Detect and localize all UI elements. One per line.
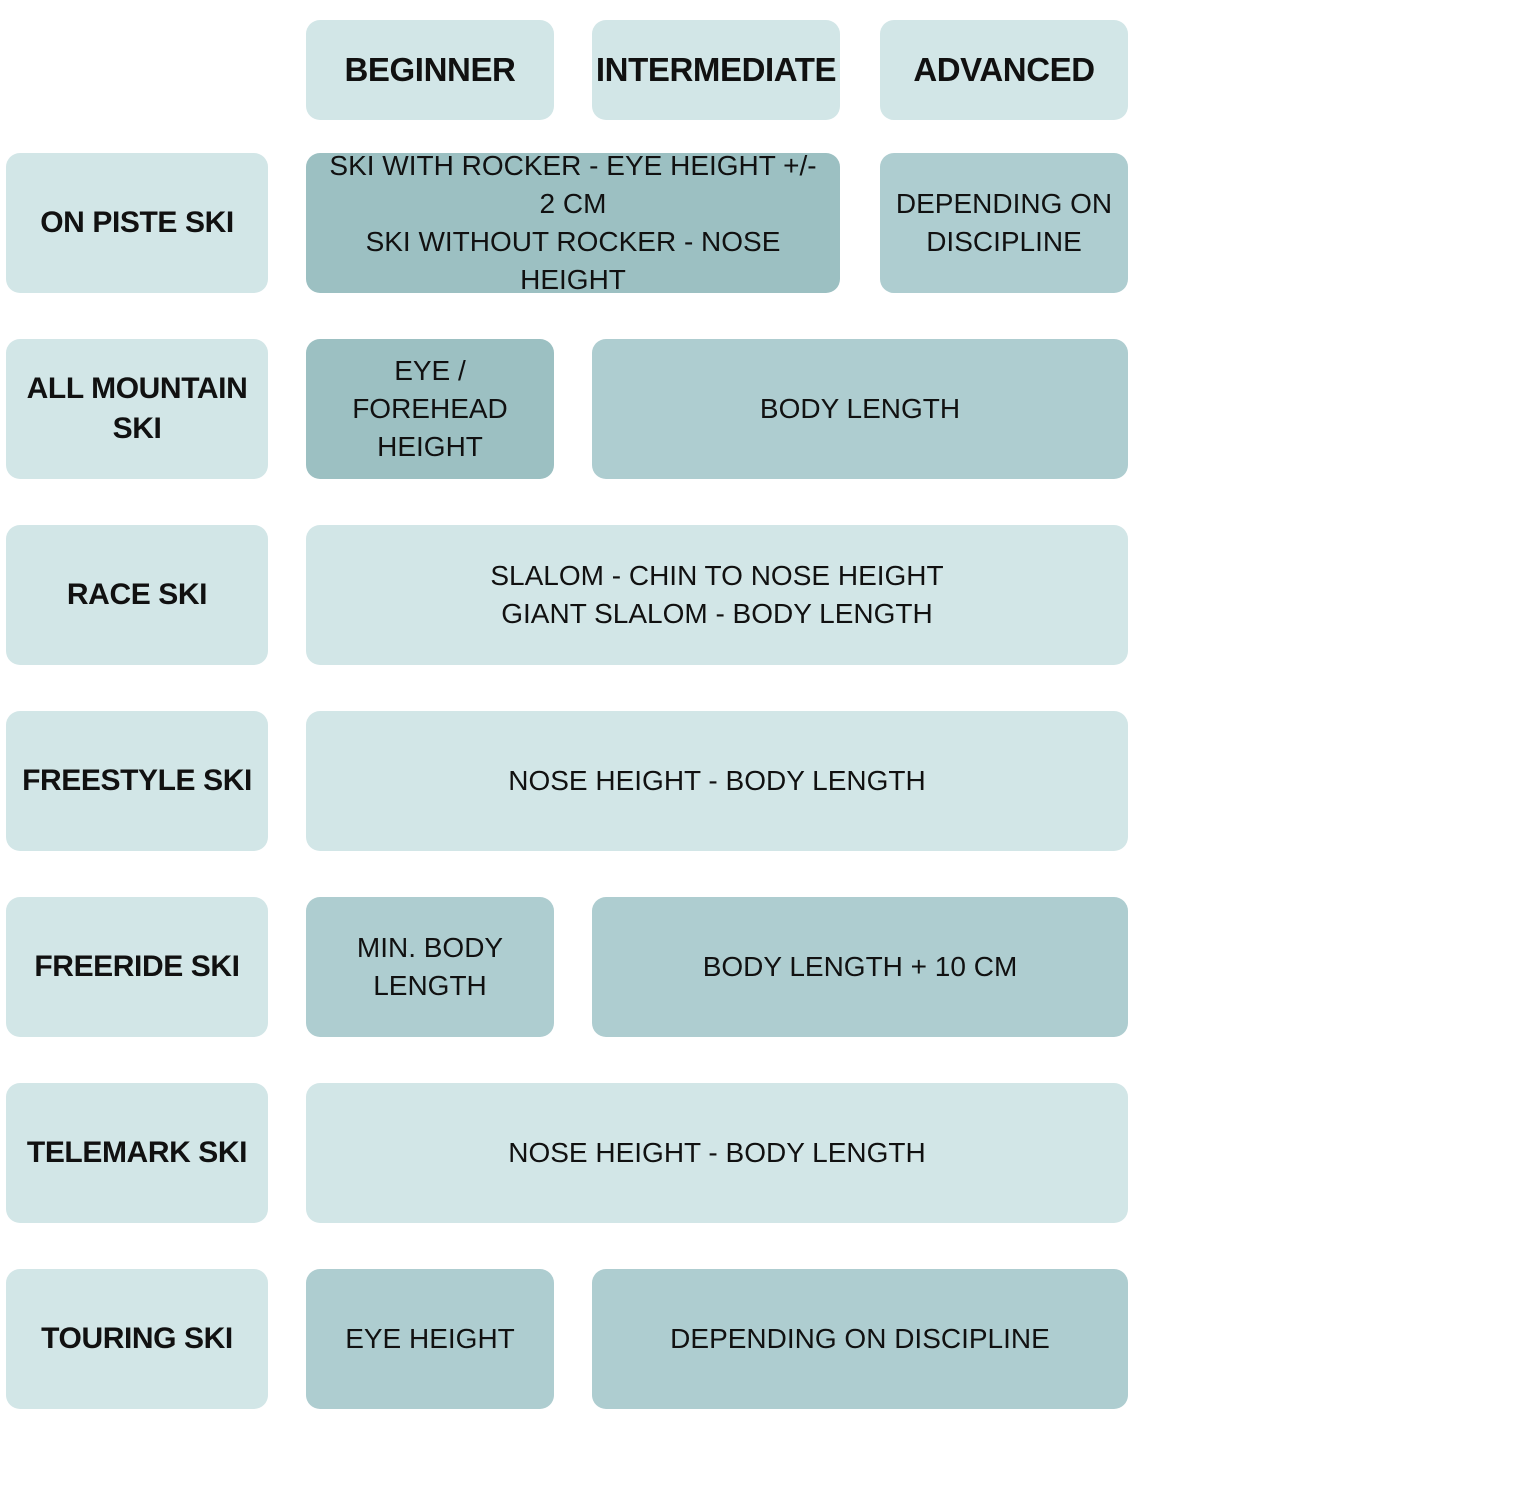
row-label-freeride-ski: FREERIDE SKI <box>6 897 268 1037</box>
cell-text: NOSE HEIGHT - BODY LENGTH <box>508 1134 925 1172</box>
col-header-label: ADVANCED <box>913 48 1094 93</box>
cell-freeride-ski-1: BODY LENGTH + 10 CM <box>592 897 1128 1037</box>
row-label-all-mountain-ski: ALL MOUNTAINSKI <box>6 339 268 479</box>
cell-text: EYE / FOREHEAD <box>320 352 540 428</box>
cell-race-ski-0: SLALOM - CHIN TO NOSE HEIGHTGIANT SLALOM… <box>306 525 1128 665</box>
cell-freeride-ski-0: MIN. BODY LENGTH <box>306 897 554 1037</box>
cell-text: SLALOM - CHIN TO NOSE HEIGHT <box>490 557 943 595</box>
col-header-advanced: ADVANCED <box>880 20 1128 120</box>
row-label-text: ALL MOUNTAIN <box>27 369 248 410</box>
row-label-text: TELEMARK SKI <box>27 1133 247 1174</box>
col-header-label: BEGINNER <box>345 48 516 93</box>
cell-text: SKI WITHOUT ROCKER - NOSE HEIGHT <box>320 223 826 299</box>
ski-length-table: BEGINNER INTERMEDIATE ADVANCED ON PISTE SKI… <box>0 0 1538 1507</box>
cell-touring-ski-1: DEPENDING ON DISCIPLINE <box>592 1269 1128 1409</box>
cell-text: DISCIPLINE <box>926 223 1082 261</box>
row-label-freestyle-ski: FREESTYLE SKI <box>6 711 268 851</box>
cell-telemark-ski-0: NOSE HEIGHT - BODY LENGTH <box>306 1083 1128 1223</box>
row-label-text: RACE SKI <box>67 575 207 616</box>
row-label-text: TOURING SKI <box>41 1319 233 1360</box>
cell-text: DEPENDING ON <box>896 185 1112 223</box>
cell-text: DEPENDING ON DISCIPLINE <box>670 1320 1050 1358</box>
row-label-text: FREERIDE SKI <box>34 947 239 988</box>
cell-text: EYE HEIGHT <box>345 1320 515 1358</box>
cell-text: SKI WITH ROCKER - EYE HEIGHT +/- 2 CM <box>320 147 826 223</box>
col-header-intermediate: INTERMEDIATE <box>592 20 840 120</box>
cell-all-mountain-ski-1: BODY LENGTH <box>592 339 1128 479</box>
cell-text: NOSE HEIGHT - BODY LENGTH <box>508 762 925 800</box>
cell-text: BODY LENGTH <box>760 390 960 428</box>
cell-touring-ski-0: EYE HEIGHT <box>306 1269 554 1409</box>
cell-all-mountain-ski-0: EYE / FOREHEADHEIGHT <box>306 339 554 479</box>
row-label-text: FREESTYLE SKI <box>22 761 252 802</box>
cell-on-piste-ski-1: DEPENDING ONDISCIPLINE <box>880 153 1128 293</box>
row-label-touring-ski: TOURING SKI <box>6 1269 268 1409</box>
col-header-beginner: BEGINNER <box>306 20 554 120</box>
row-label-telemark-ski: TELEMARK SKI <box>6 1083 268 1223</box>
cell-freestyle-ski-0: NOSE HEIGHT - BODY LENGTH <box>306 711 1128 851</box>
cell-text: MIN. BODY LENGTH <box>320 929 540 1005</box>
cell-text: BODY LENGTH + 10 CM <box>703 948 1018 986</box>
row-label-text: SKI <box>113 409 162 450</box>
row-label-race-ski: RACE SKI <box>6 525 268 665</box>
row-label-text: ON PISTE SKI <box>40 203 234 244</box>
cell-text: HEIGHT <box>377 428 483 466</box>
row-label-on-piste-ski: ON PISTE SKI <box>6 153 268 293</box>
cell-text: GIANT SLALOM - BODY LENGTH <box>501 595 933 633</box>
col-header-label: INTERMEDIATE <box>596 48 836 93</box>
cell-on-piste-ski-0: SKI WITH ROCKER - EYE HEIGHT +/- 2 CMSKI… <box>306 153 840 293</box>
